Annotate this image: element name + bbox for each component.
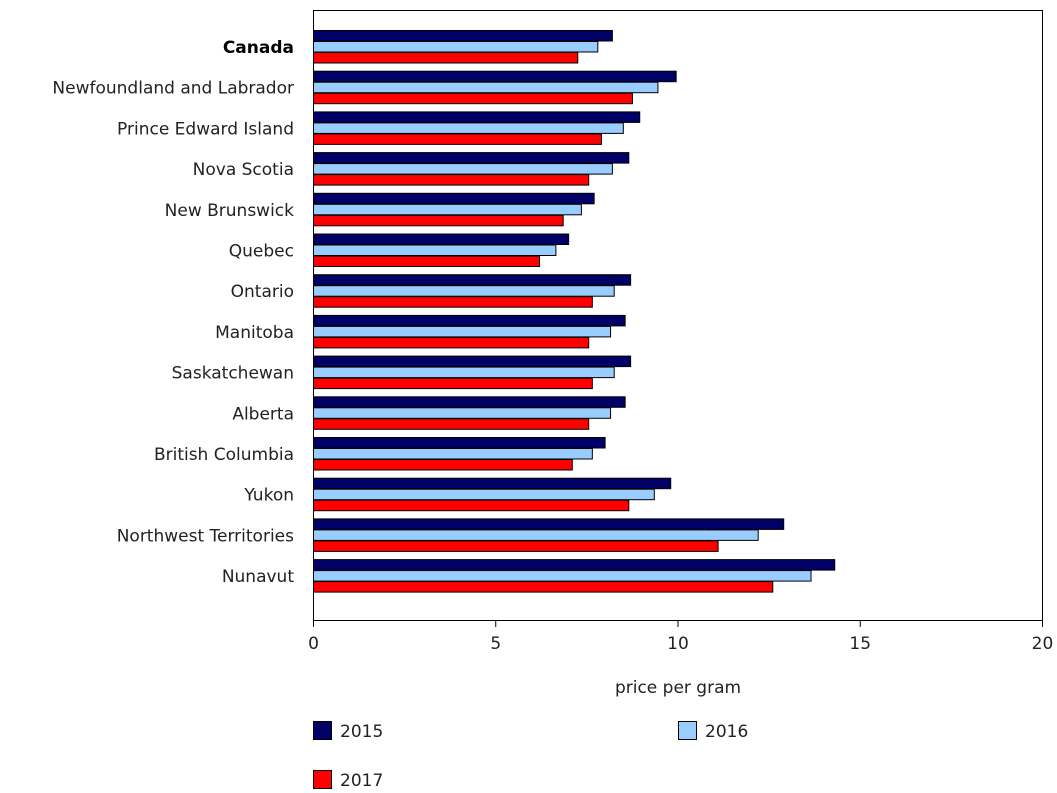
- bar-2016-2: [313, 122, 624, 134]
- bars-layer: [313, 30, 836, 593]
- legend-label-2016: 2016: [705, 722, 748, 742]
- bar-2017-4: [313, 214, 564, 227]
- bar-2017-1: [313, 92, 633, 105]
- x-axis-ticks: 0 5 10 15 20: [308, 621, 1053, 654]
- bar-2015-5: [313, 233, 570, 245]
- category-labels: Canada Newfoundland and Labrador Prince Ed…: [52, 38, 294, 587]
- legend-swatch-2017: [313, 770, 332, 789]
- bar-2017-5: [313, 255, 540, 267]
- bar-2015-7: [313, 314, 626, 327]
- bar-2016-7: [313, 325, 612, 338]
- bar-2017-10: [313, 459, 573, 471]
- bar-2015-2: [313, 111, 641, 123]
- legend-swatch-2015: [313, 721, 332, 740]
- category-label: Northwest Territories: [117, 526, 294, 546]
- bar-2017-2: [313, 133, 602, 145]
- bar-2016-12: [313, 529, 759, 541]
- bar-2017-11: [313, 499, 630, 512]
- bar-2016-9: [313, 407, 612, 419]
- bar-2015-6: [313, 274, 632, 286]
- bar-2015-8: [313, 355, 632, 368]
- category-label: Nova Scotia: [193, 160, 294, 180]
- category-label: Canada: [223, 38, 294, 58]
- x-tick-label: 15: [849, 634, 871, 654]
- category-label: Nunavut: [222, 567, 295, 587]
- bar-2017-9: [313, 418, 590, 430]
- x-tick-label: 0: [308, 634, 319, 654]
- category-label: Saskatchewan: [172, 364, 294, 384]
- bar-2016-3: [313, 163, 613, 175]
- category-label: Yukon: [243, 486, 294, 506]
- category-label: British Columbia: [154, 445, 294, 465]
- bar-2015-13: [313, 559, 836, 571]
- plot-frame: [313, 10, 1043, 621]
- bar-2015-11: [313, 477, 672, 490]
- x-tick-label: 5: [490, 634, 501, 654]
- category-label: Ontario: [231, 282, 294, 302]
- legend-label-2017: 2017: [340, 771, 383, 791]
- category-label: Quebec: [229, 242, 294, 262]
- category-label: New Brunswick: [165, 201, 295, 221]
- bar-2015-0: [313, 30, 613, 42]
- category-label: Prince Edward Island: [117, 119, 294, 139]
- bar-2016-1: [313, 81, 659, 94]
- bar-2017-0: [313, 52, 579, 64]
- legend-swatch-2016: [678, 721, 697, 740]
- category-label: Alberta: [232, 404, 294, 424]
- x-tick-label: 10: [667, 634, 689, 654]
- bar-2015-1: [313, 70, 677, 83]
- bar-2017-6: [313, 296, 593, 308]
- bar-2016-10: [313, 448, 593, 460]
- bar-2016-0: [313, 41, 599, 53]
- bar-2017-12: [313, 540, 719, 552]
- bar-2017-7: [313, 336, 590, 349]
- bar-2017-3: [313, 174, 590, 186]
- bar-2015-12: [313, 518, 785, 530]
- bar-2015-4: [313, 192, 595, 205]
- bar-2016-4: [313, 203, 582, 216]
- bar-2016-8: [313, 366, 615, 379]
- bar-2017-8: [313, 377, 593, 390]
- bar-2016-5: [313, 244, 557, 256]
- bar-2016-6: [313, 285, 615, 297]
- bar-2017-13: [313, 581, 774, 593]
- bar-2015-9: [313, 396, 626, 408]
- bar-2016-13: [313, 570, 812, 582]
- category-label: Newfoundland and Labrador: [52, 79, 294, 99]
- bar-2015-3: [313, 152, 630, 164]
- bar-2015-10: [313, 437, 606, 449]
- category-label: Manitoba: [215, 323, 294, 343]
- x-tick-label: 20: [1032, 634, 1054, 654]
- legend: 2015 2016 2017: [313, 721, 748, 791]
- bar-2016-11: [313, 488, 655, 501]
- x-axis-title: price per gram: [615, 678, 741, 698]
- legend-label-2015: 2015: [340, 722, 383, 742]
